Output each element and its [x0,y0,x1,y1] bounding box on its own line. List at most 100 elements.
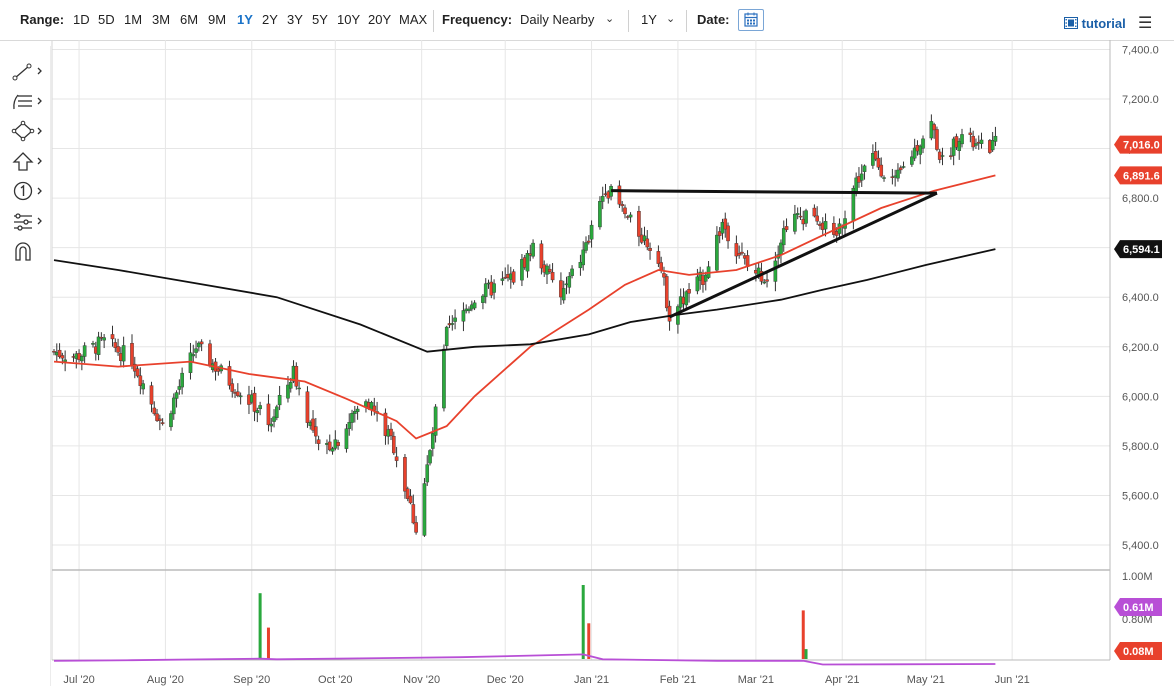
candle-body [467,308,471,312]
candle-body [180,372,184,388]
candle-body [784,226,789,230]
candle-body [80,356,84,362]
candle-body [130,343,134,366]
magnet-icon [15,242,31,261]
candle-body [795,213,800,215]
candle-body [957,141,962,151]
candle-body [425,464,430,483]
candle-body [355,408,360,412]
candle-body [912,147,917,159]
candle-body [266,403,271,426]
range-5y[interactable]: 5Y [312,12,328,27]
tutorial-label: tutorial [1081,16,1126,31]
range-9m[interactable]: 9M [208,12,227,27]
range-6m[interactable]: 6M [180,12,199,27]
range-3y[interactable]: 3Y [287,12,303,27]
candle-body [949,155,953,157]
candle-body [453,317,457,322]
range-5d[interactable]: 5D [98,12,115,27]
volume-average-flag: 0.61M [1114,598,1162,616]
drawing-tools [0,46,51,686]
candle-body [177,386,182,390]
frequency-select[interactable]: Daily Nearby [520,12,595,27]
volume-bar [258,593,262,659]
candle-body [684,291,689,306]
volume-tick-label: 0.80M [1122,614,1153,626]
candle-body [734,243,739,257]
candle-body [110,334,115,340]
range-1d[interactable]: 1D [73,12,90,27]
price-tick-label: 5,600.0 [1122,490,1159,502]
trendline [668,191,938,319]
date-tick-label: Dec '20 [487,674,524,686]
tool-fibonacci[interactable] [10,90,44,114]
candle-body [628,214,633,218]
candle-body [620,204,625,207]
volume-bar [266,627,270,659]
volume-average-flag-shape [1114,598,1162,616]
candle-body [121,345,126,362]
candle-body [993,135,998,142]
tutorial-link[interactable]: tutorial [1064,16,1126,31]
range-20y[interactable]: 20Y [368,12,392,27]
candle-body [910,156,914,165]
candle-body [113,342,118,349]
ma-short-flag-label: 6,891.6 [1123,170,1160,182]
tool-annotation[interactable] [10,180,44,204]
shapes-icon [11,120,42,142]
candle-body [433,406,438,436]
candle-body [431,433,435,449]
candle-body [901,166,906,168]
candle-body [236,391,240,396]
price-tick-label: 5,400.0 [1122,540,1159,552]
candle-body [737,253,741,256]
period-chevron-down-icon[interactable]: ⌄ [666,13,676,25]
candle-body [444,326,449,346]
range-2y[interactable]: 2Y [262,12,278,27]
candle-body [227,366,232,386]
date-tick-label: Apr '21 [825,674,860,686]
range-1m[interactable]: 1M [124,12,143,27]
frequency-chevron-down-icon[interactable]: ⌄ [605,13,615,25]
candle-body [286,384,290,399]
candle-body [876,157,881,168]
range-3m[interactable]: 3M [152,12,171,27]
candle-body [272,416,276,422]
candle-body [511,271,516,283]
candle-body [550,272,555,281]
candle-body [600,195,605,202]
candle-body [879,164,884,177]
moving-average-line [53,248,996,353]
tool-trendline[interactable] [10,60,44,84]
tool-shapes[interactable] [10,120,44,144]
candle-body [968,132,973,135]
candle-body [294,366,299,387]
range-1y[interactable]: 1Y [237,12,253,27]
candle-body [428,450,432,464]
tool-indicators[interactable] [10,210,44,234]
range-10y[interactable]: 10Y [337,12,361,27]
range-max[interactable]: MAX [399,12,428,27]
tool-arrow[interactable] [10,150,44,174]
candle-body [389,428,393,436]
volume-bar [581,585,585,659]
candle-body [687,289,691,294]
candle-body [793,213,797,232]
moving-average-line [53,174,996,440]
date-tick-label: Sep '20 [233,674,270,686]
candle-body [921,138,925,149]
candle-body [330,448,335,452]
calendar-button[interactable] [738,9,764,31]
candle-body [667,305,672,322]
candle-body [483,283,488,297]
candle-body [773,260,778,282]
candle-body [392,435,396,454]
candle-body [408,495,413,504]
candle-body [461,310,466,322]
period-select[interactable]: 1Y [641,12,657,27]
menu-icon[interactable]: ☰ [1138,15,1153,32]
film-icon [1064,17,1078,29]
toolbar-divider [433,10,434,32]
tool-magnet[interactable] [10,240,44,264]
